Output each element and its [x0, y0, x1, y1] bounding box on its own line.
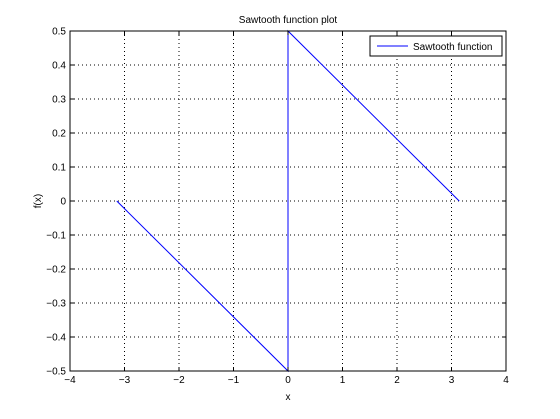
- x-tick-label: −2: [173, 375, 185, 386]
- y-tick-label: 0.4: [52, 61, 66, 72]
- y-tick-label: −0.4: [46, 333, 66, 344]
- y-tick-label: −0.2: [46, 265, 66, 276]
- x-tick-label: 4: [503, 375, 509, 386]
- series-line-sawtooth: [116, 29, 460, 373]
- legend: Sawtooth function: [369, 35, 503, 57]
- y-tick-label: 0.3: [52, 95, 66, 106]
- x-axis-title: x: [286, 392, 291, 403]
- x-tick-label: 0: [285, 375, 291, 386]
- y-tick-labels: 0.5 0.4 0.3 0.2 0.1 0 −0.1 −0.2 −0.3 −0.4 −0.5: [46, 27, 66, 378]
- series-layer: [116, 29, 460, 373]
- y-tick-label: −0.3: [46, 299, 66, 310]
- tick-marks: [69, 30, 507, 372]
- y-tick-label: 0: [60, 197, 66, 208]
- legend-box: [369, 35, 503, 57]
- x-tick-label: 1: [340, 375, 346, 386]
- y-tick-label: 0.5: [52, 27, 66, 38]
- y-tick-label: −0.5: [46, 367, 66, 378]
- chart-title: Sawtooth function plot: [239, 15, 338, 26]
- x-tick-labels: −4 −3 −2 −1 0 1 2 3 4: [64, 375, 509, 386]
- y-tick-label: 0.2: [52, 129, 66, 140]
- y-tick-label: 0.1: [52, 163, 66, 174]
- y-axis-title: f(x): [33, 194, 44, 208]
- y-tick-label: −0.1: [46, 231, 66, 242]
- x-tick-label: 3: [449, 375, 455, 386]
- legend-label: Sawtooth function: [413, 42, 493, 53]
- x-tick-label: −4: [64, 375, 76, 386]
- x-tick-label: −3: [119, 375, 131, 386]
- x-tick-label: 2: [394, 375, 400, 386]
- x-tick-label: −1: [228, 375, 240, 386]
